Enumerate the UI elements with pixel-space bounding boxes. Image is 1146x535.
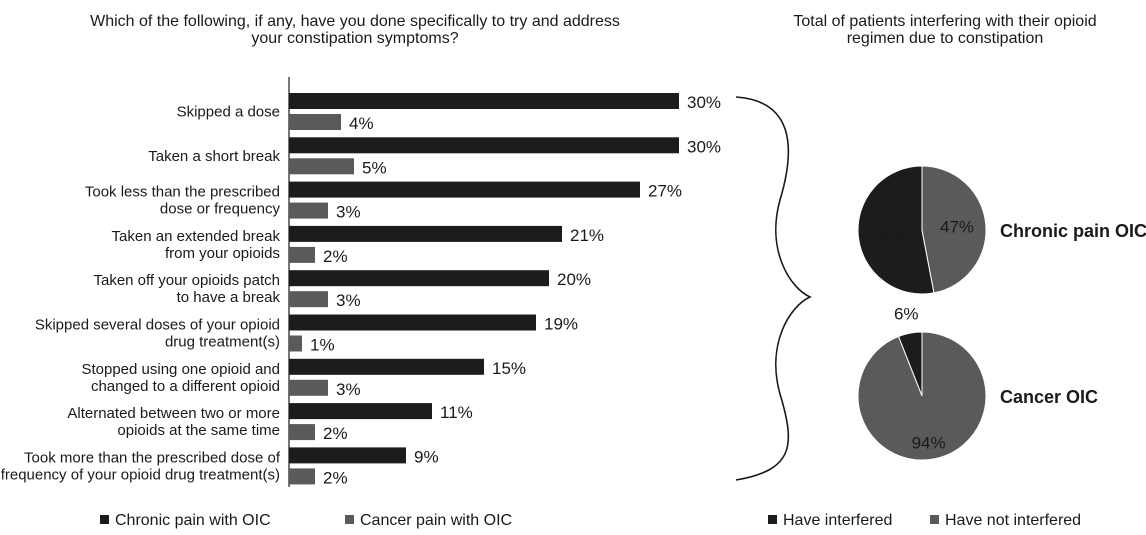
bar-chronic-pain: [289, 137, 679, 154]
pie-value-label: 53%: [870, 224, 904, 243]
bar-value-label: 21%: [570, 226, 604, 245]
bar-cancer-pain: [289, 114, 341, 130]
bar-cancer-pain: [289, 424, 315, 441]
bar-value-label: 3%: [336, 291, 361, 310]
bar-value-label: 19%: [544, 315, 578, 334]
bar-value-label: 27%: [648, 182, 682, 201]
category-label: frequency of your opioid drug treatment(…: [1, 466, 280, 483]
bar-value-label: 11%: [440, 403, 473, 422]
pie-value-label: 94%: [912, 434, 946, 453]
legend-label: Chronic pain with OIC: [115, 512, 271, 529]
category-label: Alternated between two or more: [67, 405, 280, 422]
pie-slice-have-not-interfered: [857, 331, 987, 461]
bar-chronic-pain: [289, 181, 640, 198]
bar-chronic-pain: [289, 270, 549, 287]
legend-swatch: [345, 515, 354, 524]
category-label: changed to a different opioid: [91, 378, 280, 395]
pie-name-label: Cancer OIC: [1000, 387, 1098, 407]
category-label: drug treatment(s): [165, 334, 280, 351]
category-label: Stopped using one opioid and: [81, 361, 280, 378]
category-label: Took more than the prescribed dose of: [24, 449, 281, 466]
legend-swatch: [930, 515, 939, 524]
pie-chart-title: regimen due to constipation: [847, 30, 1044, 47]
bar-value-label: 4%: [349, 114, 374, 133]
bar-cancer-pain: [289, 335, 302, 352]
bar-chronic-pain: [289, 447, 406, 464]
bar-chart-title: Which of the following, if any, have you…: [90, 13, 620, 30]
category-label: Took less than the prescribed: [85, 184, 280, 201]
bar-chronic-pain: [289, 358, 484, 375]
category-label: Taken off your opioids patch: [93, 272, 280, 289]
bar-value-label: 2%: [323, 424, 348, 443]
category-label: to have a break: [177, 289, 281, 306]
bar-cancer-pain: [289, 291, 328, 308]
legend-label: Have interfered: [783, 512, 892, 529]
pie-slice-have-interfered: [857, 165, 935, 295]
bar-value-label: 2%: [323, 468, 348, 487]
bar-value-label: 30%: [687, 137, 721, 156]
bar-value-label: 3%: [336, 380, 361, 399]
bar-value-label: 9%: [414, 447, 439, 466]
bar-cancer-pain: [289, 468, 315, 485]
bar-value-label: 30%: [687, 93, 721, 112]
category-label: Skipped several doses of your opioid: [35, 317, 280, 334]
bar-value-label: 5%: [362, 158, 387, 177]
pie-chart-title: Total of patients interfering with their…: [793, 13, 1096, 30]
category-label: Taken an extended break: [112, 228, 281, 245]
category-label: dose or frequency: [160, 201, 281, 218]
bar-value-label: 3%: [336, 203, 361, 222]
category-label: opioids at the same time: [117, 422, 280, 439]
bar-cancer-pain: [289, 246, 315, 263]
category-label: Skipped a dose: [177, 104, 280, 121]
bar-chronic-pain: [289, 225, 562, 242]
bar-chart-title: your constipation symptoms?: [251, 30, 458, 47]
bar-chronic-pain: [289, 403, 432, 420]
category-label: from your opioids: [165, 245, 280, 262]
pie-name-label: Chronic pain OIC: [1000, 221, 1146, 241]
pie-value-label: 47%: [940, 218, 974, 237]
bar-cancer-pain: [289, 158, 354, 175]
bar-cancer-pain: [289, 202, 328, 219]
pie-slice-have-not-interfered: [921, 165, 987, 294]
category-label: Taken a short break: [148, 148, 280, 165]
brace-connector: [735, 96, 812, 481]
bar-cancer-pain: [289, 379, 328, 396]
legend-swatch: [768, 515, 777, 524]
bar-value-label: 20%: [557, 270, 591, 289]
bar-value-label: 2%: [323, 247, 348, 266]
legend-label: Have not interfered: [945, 512, 1081, 529]
bar-chronic-pain: [289, 314, 536, 331]
bar-chronic-pain: [289, 93, 679, 109]
legend-swatch: [100, 515, 109, 524]
bar-value-label: 15%: [492, 359, 526, 378]
bar-value-label: 1%: [310, 336, 335, 355]
pie-value-label: 6%: [894, 304, 919, 323]
legend-label: Cancer pain with OIC: [360, 512, 512, 529]
